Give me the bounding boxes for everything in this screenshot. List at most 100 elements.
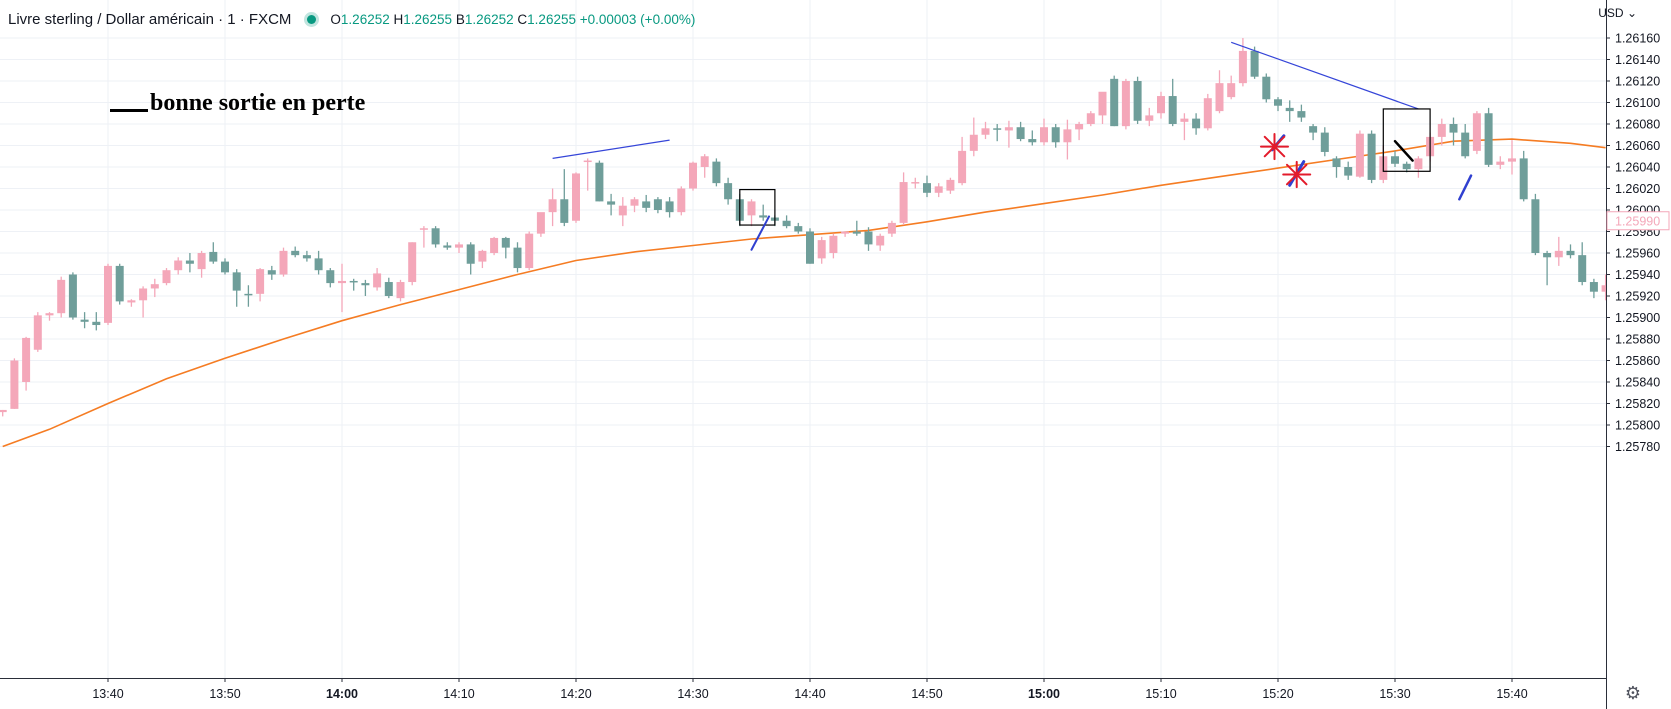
price-tick-label: 1.25880: [1615, 333, 1660, 347]
candle-body: [841, 231, 850, 234]
candle-body: [349, 280, 358, 283]
candle: [92, 312, 101, 331]
low-value: 1.26252: [464, 11, 514, 27]
candle: [618, 197, 627, 227]
candle: [115, 263, 124, 305]
time-tick-label: 14:30: [677, 687, 708, 701]
candle-body: [782, 220, 791, 227]
candle-body: [1157, 96, 1165, 114]
symbol-title[interactable]: Livre sterling / Dollar américain · 1 · …: [8, 10, 292, 28]
candle: [747, 199, 756, 227]
annotation-label: bonne sortie en perte: [110, 90, 365, 117]
candle: [923, 175, 931, 198]
gear-icon[interactable]: ⚙: [1624, 683, 1641, 703]
candle-body: [689, 162, 697, 189]
price-tick-label: 1.25820: [1615, 397, 1660, 411]
candle-body: [431, 228, 440, 245]
candle-body: [466, 244, 475, 264]
candle-body: [0, 409, 7, 413]
currency-selector[interactable]: USD ⌄: [1598, 6, 1637, 20]
candle-body: [923, 183, 931, 193]
candle: [969, 117, 978, 157]
price-tick-label: 1.26020: [1615, 182, 1660, 196]
candle-body: [911, 182, 920, 184]
candle-body: [232, 272, 241, 291]
candle-body: [33, 315, 42, 350]
candle-body: [1075, 124, 1084, 130]
candle: [232, 269, 241, 307]
candle: [22, 336, 31, 391]
moving-average-line: [2, 138, 1606, 448]
candle-body: [700, 156, 709, 167]
candle: [934, 183, 943, 198]
candle-body: [279, 250, 288, 275]
candle: [1180, 113, 1189, 141]
candle: [221, 258, 229, 275]
price-tick-label: 1.26120: [1615, 75, 1660, 89]
candle: [1461, 124, 1470, 159]
candle-body: [1391, 156, 1399, 164]
candle-body: [946, 179, 955, 191]
candle-body: [1484, 113, 1493, 165]
candle: [513, 242, 522, 273]
candle-body: [1110, 78, 1119, 127]
candle-body: [1531, 199, 1540, 253]
candle: [700, 154, 709, 178]
candle: [864, 227, 873, 251]
candle: [1250, 46, 1259, 79]
candle: [45, 312, 54, 321]
candle: [373, 268, 382, 291]
candle-body: [10, 360, 19, 409]
candle: [314, 250, 323, 275]
price-tick-label: 1.26140: [1615, 53, 1660, 67]
candle: [1484, 107, 1493, 167]
time-tick-label: 13:40: [92, 687, 123, 701]
candle: [689, 161, 697, 191]
candle: [267, 265, 276, 280]
candle: [1133, 76, 1142, 124]
candle: [1274, 97, 1282, 112]
candle-body: [1449, 124, 1458, 133]
candle: [408, 242, 417, 286]
candle-body: [934, 186, 943, 193]
candle: [57, 276, 66, 318]
candle-body: [1215, 83, 1224, 112]
candle: [887, 220, 896, 237]
candle-body: [1437, 124, 1446, 137]
open-value: 1.26252: [340, 11, 390, 27]
candle-body: [630, 199, 639, 206]
candle-body: [1004, 127, 1013, 131]
price-tick-label: 1.25940: [1615, 268, 1660, 282]
trend-line: [552, 139, 670, 159]
candle: [1157, 91, 1165, 119]
candle-body: [712, 161, 721, 184]
candle-body: [1309, 126, 1318, 133]
candle: [162, 268, 171, 286]
candle-body: [1589, 282, 1598, 292]
candle: [1110, 75, 1119, 127]
candle-body: [653, 199, 662, 210]
candle-body: [817, 240, 826, 259]
candle-body: [1566, 250, 1575, 256]
candle-body: [887, 222, 896, 234]
candle: [1554, 236, 1563, 266]
current-price-tag: [1606, 211, 1670, 231]
candle-body: [724, 183, 733, 200]
candle: [607, 193, 616, 216]
candle: [1192, 113, 1201, 135]
candle-body: [1262, 76, 1271, 100]
price-tick-label: 1.25900: [1615, 311, 1660, 325]
candle-body: [607, 201, 616, 205]
price-tick-label: 1.25780: [1615, 440, 1660, 454]
time-tick-label: 15:30: [1379, 687, 1410, 701]
candle: [665, 197, 674, 218]
candle: [852, 220, 861, 236]
time-tick-label: 13:50: [209, 687, 240, 701]
candle: [1449, 117, 1458, 146]
chart-legend: Livre sterling / Dollar américain · 1 · …: [8, 8, 695, 30]
price-axis-panel: [1606, 0, 1671, 709]
candle: [1578, 242, 1587, 286]
candle: [443, 242, 452, 250]
candle-body: [1496, 161, 1505, 165]
